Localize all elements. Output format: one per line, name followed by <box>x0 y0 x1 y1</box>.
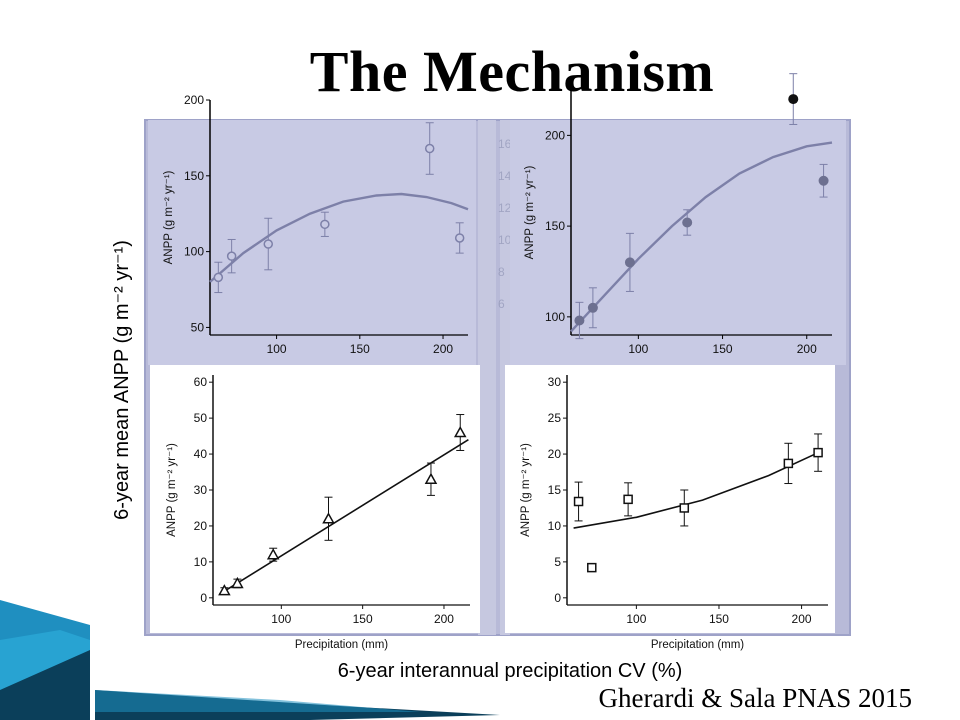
y-tick-label: 40 <box>194 447 208 461</box>
x-axis-title: Precipitation (mm) <box>651 639 744 651</box>
data-point <box>231 576 244 589</box>
panel-bg-bottom-right <box>505 365 835 633</box>
y-tick-label: 150 <box>545 219 565 233</box>
y-tick-label: 0 <box>200 591 207 605</box>
data-point <box>573 496 584 507</box>
chart-bottom-right: 0 5 10 15 20 25 30 100 150 200 ANPP (g m⁻² yr⁻¹) Pr… <box>520 375 828 651</box>
y-axis-title: ANPP (g m⁻² yr⁻¹) <box>163 170 175 264</box>
fit-line <box>209 192 469 283</box>
y-tick-label: 200 <box>545 128 565 142</box>
y-axis-title: ANPP (g m⁻² yr⁻¹) <box>520 443 532 537</box>
data-point <box>266 548 280 560</box>
x-tick-label: 200 <box>433 342 453 356</box>
x-tick-label: 100 <box>628 342 648 356</box>
data-point <box>788 94 799 105</box>
data-point <box>574 315 585 326</box>
x-tick-label: 150 <box>713 342 733 356</box>
x-tick-label: 200 <box>797 342 817 356</box>
outer-y-axis-label: 6-year mean ANPP (g m⁻² yr⁻¹) <box>111 240 133 520</box>
y-tick-label: 15 <box>548 483 562 497</box>
data-point <box>454 233 465 243</box>
decorative-swoosh <box>0 600 500 720</box>
data-point <box>587 302 598 313</box>
slide-title: The Mechanism <box>309 39 715 104</box>
x-tick-label: 100 <box>267 342 287 356</box>
data-point <box>818 175 829 186</box>
svg-text:8: 8 <box>498 265 505 279</box>
panel-bg-top-right <box>510 120 846 365</box>
fit-line <box>570 141 833 333</box>
data-point <box>813 447 823 458</box>
y-tick-label: 200 <box>184 93 204 107</box>
ghost-tick-column: 16 14 12 10 8 6 <box>498 137 512 311</box>
data-point <box>453 425 467 438</box>
y-tick-label: 100 <box>545 310 565 324</box>
y-tick-label: 30 <box>548 375 562 389</box>
data-point <box>226 251 237 261</box>
x-tick-label: 150 <box>353 612 373 626</box>
svg-text:16: 16 <box>498 137 512 151</box>
y-tick-label: 150 <box>184 169 204 183</box>
x-tick-label: 100 <box>271 612 291 626</box>
data-point <box>624 257 635 268</box>
y-tick-label: 10 <box>548 519 562 533</box>
chart-top-left: 50 100 150 200 100 150 200 ANPP (g m⁻² yr⁻¹) <box>163 93 469 356</box>
data-point <box>679 503 690 513</box>
chart-bottom-left: 0 10 20 30 40 50 60 100 150 200 ANPP (g m⁻² yr⁻¹) P… <box>166 375 470 651</box>
data-point <box>213 272 224 283</box>
y-tick-label: 0 <box>554 591 561 605</box>
y-axis-title: ANPP (g m⁻² yr⁻¹) <box>166 443 178 537</box>
svg-text:14: 14 <box>498 169 512 183</box>
data-point <box>682 217 693 228</box>
outer-x-axis-label: 6-year interannual precipitation CV (%) <box>338 660 683 682</box>
fit-line <box>219 439 469 595</box>
x-tick-label: 200 <box>434 612 454 626</box>
y-tick-label: 60 <box>194 375 208 389</box>
y-tick-label: 10 <box>194 555 208 569</box>
x-tick-label: 200 <box>792 612 812 626</box>
svg-text:6: 6 <box>498 297 505 311</box>
y-tick-label: 20 <box>548 447 562 461</box>
x-tick-label: 150 <box>709 612 729 626</box>
y-tick-label: 100 <box>184 245 204 259</box>
y-tick-label: 50 <box>191 320 205 334</box>
chart-top-right: 100 150 200 100 150 200 ANPP (g m⁻² yr⁻¹) <box>524 73 833 356</box>
y-tick-label: 5 <box>554 555 561 569</box>
panel-bg-top-left <box>148 120 476 365</box>
y-tick-label: 20 <box>194 519 208 533</box>
data-point <box>587 562 597 573</box>
data-point <box>322 512 335 524</box>
panel-bg-bottom-left <box>150 365 480 633</box>
y-axis-title: ANPP (g m⁻² yr⁻¹) <box>524 165 536 259</box>
x-tick-label: 100 <box>626 612 646 626</box>
svg-text:12: 12 <box>498 201 512 215</box>
y-tick-label: 30 <box>194 483 208 497</box>
data-point <box>424 143 435 154</box>
y-tick-label: 50 <box>194 411 208 425</box>
data-point <box>320 219 330 230</box>
data-point <box>424 472 438 484</box>
data-point <box>623 494 633 505</box>
x-tick-label: 150 <box>350 342 370 356</box>
citation: Gherardi & Sala PNAS 2015 <box>598 683 912 713</box>
data-point <box>263 239 274 249</box>
y-tick-label: 25 <box>548 411 562 425</box>
data-point <box>218 584 231 596</box>
svg-text:10: 10 <box>498 233 512 247</box>
x-axis-title: Precipitation (mm) <box>295 639 388 651</box>
data-point <box>783 458 794 469</box>
